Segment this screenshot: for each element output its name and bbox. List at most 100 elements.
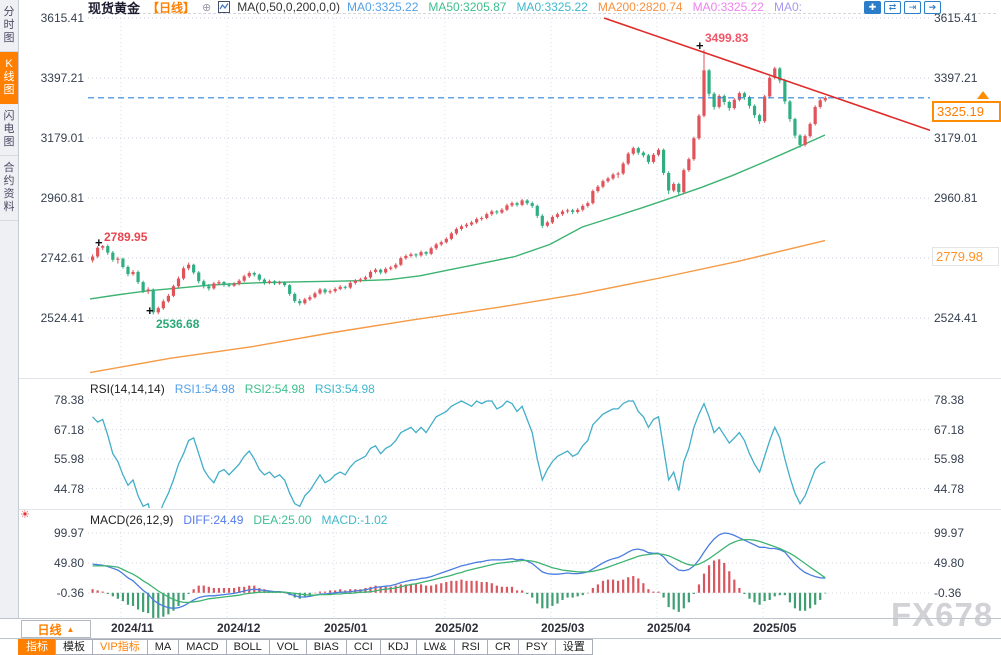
- axis-tick-label: 67.18: [934, 422, 965, 437]
- indicator-tab-rsi[interactable]: RSI: [453, 639, 488, 655]
- chart-tool-icons: ✚ ⇄ ⇥ ➔: [864, 1, 941, 14]
- indicator-tab-lwr[interactable]: LW&: [415, 639, 455, 655]
- scroll-right-icon[interactable]: ⇥: [904, 1, 921, 14]
- indicator-tab-vip-indicators[interactable]: VIP指标: [92, 639, 148, 655]
- price-chart[interactable]: [88, 14, 930, 378]
- sidebar-item-contract-info[interactable]: 合 约 资 料: [0, 156, 18, 221]
- ma-value: MA0:3325.22: [346, 0, 419, 14]
- period-arrow-icon: ▲: [66, 624, 75, 634]
- macd-name: MACD(26,12,9): [90, 513, 174, 527]
- indicator-tab-vol[interactable]: VOL: [268, 639, 307, 655]
- axis-tick-label: 3179.01: [934, 130, 978, 145]
- header-separator: [88, 13, 996, 14]
- panel-separator: [18, 378, 1001, 379]
- ma-value: MA50:3205.87: [428, 0, 507, 14]
- axis-tick-label: 2524.41: [40, 310, 84, 325]
- peak-high-marker: +: [696, 38, 704, 53]
- axis-tick-label: 3397.21: [934, 70, 978, 85]
- sidebar-item-candlestick-chart[interactable]: K 线 图: [0, 52, 18, 104]
- indicator-tab-psy[interactable]: PSY: [517, 639, 556, 655]
- axis-tick-label: 67.18: [53, 422, 84, 437]
- x-axis-month-label: 2025/03: [541, 621, 585, 635]
- indicator-tab-indicators[interactable]: 指标: [18, 639, 56, 655]
- indicator-tab-bias[interactable]: BIAS: [305, 639, 347, 655]
- axis-tick-label: -0.36: [56, 585, 84, 600]
- macd-values: DIFF:24.49 DEA:25.00 MACD:-1.02: [183, 513, 397, 527]
- price-up-arrow-icon: [977, 91, 989, 99]
- rsi-chart[interactable]: [88, 390, 930, 508]
- ma200-price-tag: 2779.98: [932, 247, 999, 266]
- indicator-tab-ma[interactable]: MA: [146, 639, 180, 655]
- macd-chart[interactable]: [88, 512, 930, 618]
- axis-tick-label: 3179.01: [40, 130, 84, 145]
- rsi-name: RSI(14,14,14): [90, 382, 165, 396]
- axis-tick-label: 78.38: [934, 393, 965, 407]
- ma-value: MA0:: [773, 0, 802, 14]
- rsi-values: RSI1:54.98 RSI2:54.98 RSI3:54.98: [175, 382, 385, 396]
- chart-header: 现货黄金 【日线】 ⊕ MA(0,50,0,200,0,0) MA0:3325.…: [88, 0, 812, 16]
- ma-value: MA0:3325.22: [516, 0, 588, 14]
- go-to-latest-icon[interactable]: ➔: [924, 1, 941, 14]
- indicator-tab-boll[interactable]: BOLL: [225, 639, 270, 655]
- x-axis-month-label: 2024/11: [111, 621, 154, 635]
- indicator-value: MACD:-1.02: [321, 513, 388, 527]
- axis-tick-label: -0.36: [934, 585, 962, 600]
- watermark: FX678: [891, 596, 994, 633]
- indicator-legend-icon: [218, 1, 231, 13]
- ma-value: MA200:2820.74: [597, 0, 683, 14]
- x-axis-month-label: 2024/12: [217, 621, 261, 635]
- swing-high-label: 2789.95: [104, 230, 148, 244]
- indicator-tab-templates[interactable]: 模板: [55, 639, 93, 655]
- sun-icon: ☀: [20, 509, 30, 521]
- panel-separator: [18, 509, 1001, 510]
- current-price-tag: 3325.19: [932, 101, 1001, 122]
- indicator-tab-macd[interactable]: MACD: [178, 639, 227, 655]
- axis-tick-label: 3615.41: [40, 11, 84, 25]
- indicator-tab-cr[interactable]: CR: [486, 639, 519, 655]
- period-tag: 【日线】: [147, 0, 196, 15]
- indicator-tab-cci[interactable]: CCI: [345, 639, 381, 655]
- ma-settings-label: MA(0,50,0,200,0,0): [237, 0, 340, 14]
- axis-tick-label: 49.80: [934, 556, 965, 570]
- symbol-title: 现货黄金: [88, 0, 141, 16]
- indicator-value: DIFF:24.49: [183, 513, 244, 527]
- indicator-toolbar: 指标 模板 VIP指标 MA MACD BOLL VOL BIAS CCI KDJ LW& RSI CR…: [0, 638, 1001, 655]
- sidebar-item-lightning-chart[interactable]: 闪 电 图: [0, 104, 18, 156]
- axis-tick-label: 44.78: [934, 481, 965, 496]
- rsi-header: RSI(14,14,14) RSI1:54.98 RSI2:54.98 RSI3:5…: [90, 382, 385, 396]
- axis-tick-label: 3397.21: [40, 70, 84, 85]
- axis-tick-label: 2960.81: [40, 190, 84, 205]
- axis-tick-label: 99.97: [934, 526, 965, 540]
- indicator-tab-kdj[interactable]: KDJ: [379, 639, 417, 655]
- ma-values: MA0:3325.22 MA50:3205.87 MA0:3325.22 MA200:…: [347, 0, 812, 14]
- period-selector[interactable]: 日线 ▲: [21, 620, 91, 638]
- peak-high-label: 3499.83: [705, 31, 749, 45]
- axis-tick-label: 49.80: [53, 556, 84, 570]
- pan-crosshair-icon[interactable]: ✚: [864, 1, 881, 14]
- x-axis-month-label: 2025/04: [647, 621, 691, 635]
- swing-high-marker: +: [95, 235, 103, 250]
- add-compare-icon[interactable]: ⊕: [202, 1, 212, 14]
- x-axis-month-label: 2025/02: [435, 621, 479, 635]
- axis-tick-label: 2960.81: [934, 190, 978, 205]
- indicator-value: DEA:25.00: [253, 513, 312, 527]
- sidebar-item-time-sharing-chart[interactable]: 分 时 图: [0, 0, 18, 52]
- axis-tick-label: 2524.41: [934, 310, 978, 325]
- axis-tick-label: 2742.61: [40, 250, 84, 265]
- axis-tick-label: 3615.41: [934, 11, 978, 25]
- axis-tick-label: 99.97: [53, 526, 84, 540]
- x-axis-month-label: 2025/05: [753, 621, 797, 635]
- indicator-value: RSI3:54.98: [314, 382, 375, 396]
- axis-tick-label: 78.38: [53, 393, 84, 407]
- axis-tick-label: 55.98: [53, 452, 84, 466]
- x-axis-row: 日线 ▲ 2024/11 2024/12 2025/01 2025/02 2025/03…: [0, 618, 1001, 638]
- indicator-value: RSI1:54.98: [174, 382, 235, 396]
- axis-tick-label: 55.98: [934, 452, 965, 466]
- fit-chart-icon[interactable]: ⇄: [884, 1, 901, 14]
- x-axis-month-label: 2025/01: [324, 621, 368, 635]
- swing-low-marker: +: [146, 303, 154, 318]
- indicator-tab-settings[interactable]: 设置: [554, 639, 593, 655]
- ma-value: MA0:3325.22: [692, 0, 764, 14]
